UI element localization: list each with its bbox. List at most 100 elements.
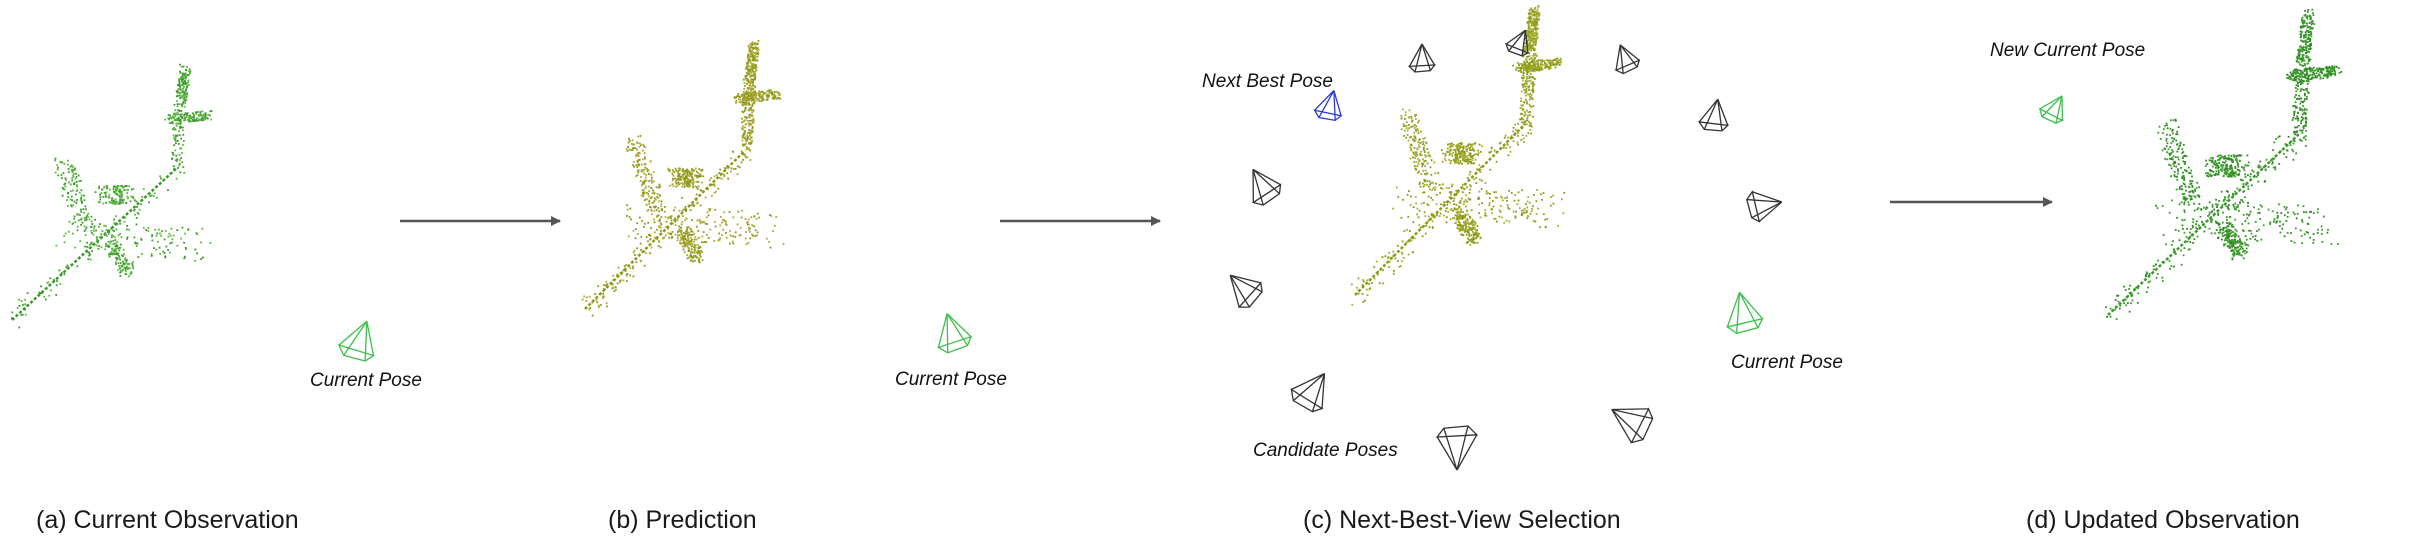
point — [2274, 166, 2277, 169]
point — [669, 184, 671, 187]
point — [176, 134, 179, 137]
point — [749, 85, 752, 87]
point — [152, 195, 155, 197]
point — [695, 170, 698, 173]
point — [2302, 125, 2305, 128]
point — [93, 229, 95, 232]
point — [2225, 205, 2228, 208]
point — [192, 113, 195, 115]
point — [1531, 37, 1534, 40]
point — [2119, 304, 2122, 307]
point — [1533, 70, 1536, 73]
point — [2180, 201, 2183, 204]
point — [1405, 127, 1408, 130]
point — [1463, 215, 1466, 218]
point — [1528, 16, 1531, 19]
point — [178, 83, 181, 85]
point — [657, 207, 660, 209]
point — [599, 304, 602, 306]
point — [680, 229, 683, 232]
point — [75, 181, 78, 183]
point — [669, 168, 671, 171]
point — [751, 97, 753, 99]
point — [1452, 217, 1454, 220]
point — [97, 200, 100, 203]
point — [1535, 10, 1538, 13]
point — [1529, 16, 1532, 18]
point — [2298, 61, 2300, 64]
point — [1512, 130, 1514, 133]
point — [687, 237, 690, 240]
point — [2235, 157, 2237, 160]
point — [2320, 225, 2323, 228]
point — [686, 226, 689, 229]
point — [1542, 192, 1545, 194]
point — [1560, 60, 1562, 63]
point — [2227, 207, 2229, 209]
point — [2228, 223, 2231, 226]
point — [67, 163, 69, 166]
point — [181, 152, 183, 154]
point — [2306, 56, 2308, 59]
point — [1426, 180, 1429, 182]
point — [2231, 245, 2233, 247]
point — [111, 197, 114, 200]
point — [695, 193, 698, 196]
point — [1532, 85, 1534, 88]
point — [182, 98, 185, 100]
point — [2307, 36, 2310, 39]
point — [164, 256, 167, 259]
point — [747, 55, 749, 57]
point — [179, 85, 181, 88]
point — [2105, 306, 2107, 308]
point — [91, 250, 93, 252]
point — [677, 173, 680, 175]
point — [1534, 20, 1537, 23]
point — [1456, 156, 1459, 159]
point — [169, 114, 171, 117]
point — [2147, 286, 2149, 289]
point — [2227, 196, 2230, 199]
point — [2303, 21, 2306, 24]
point — [2247, 244, 2250, 247]
point — [680, 223, 683, 226]
point — [126, 237, 128, 240]
point — [135, 245, 138, 247]
point — [2242, 191, 2245, 193]
point — [1528, 75, 1531, 78]
point — [2184, 169, 2186, 171]
point — [2309, 28, 2312, 30]
point — [2145, 271, 2148, 274]
point — [2173, 137, 2176, 140]
point — [2173, 161, 2176, 163]
point — [98, 225, 100, 228]
point — [1492, 205, 1495, 208]
point — [105, 234, 108, 237]
point — [150, 194, 153, 197]
point — [183, 257, 186, 260]
point — [2294, 126, 2296, 129]
point — [1375, 260, 1378, 263]
point — [687, 178, 690, 181]
point — [699, 222, 702, 225]
point — [2297, 117, 2299, 120]
point — [2296, 213, 2299, 215]
point — [1446, 147, 1449, 150]
point — [1524, 42, 1527, 45]
point — [119, 246, 121, 249]
point — [207, 113, 210, 116]
point — [723, 175, 726, 178]
point — [181, 105, 183, 108]
point — [83, 225, 86, 228]
point — [1471, 224, 1474, 227]
point — [686, 254, 689, 257]
point — [2305, 231, 2308, 233]
point — [651, 180, 654, 183]
point — [2188, 191, 2191, 193]
point — [729, 242, 731, 245]
point — [2198, 203, 2201, 205]
point — [2247, 174, 2249, 176]
point — [684, 237, 687, 240]
point — [2145, 291, 2148, 293]
point — [1461, 150, 1463, 152]
